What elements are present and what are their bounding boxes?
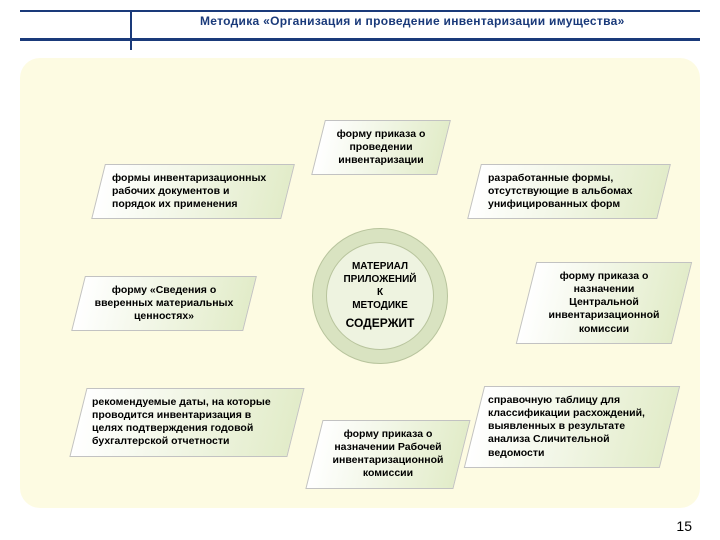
center-text: МЕТОДИКЕ [352, 299, 408, 312]
center-text: К [377, 286, 383, 299]
box-mid_right: форму приказа о назначении Центральной и… [526, 262, 682, 344]
header-line-bottom [20, 38, 700, 41]
box-text: форму приказа о назначении Центральной и… [526, 262, 682, 344]
box-text: формы инвентаризационных рабочих докумен… [98, 164, 288, 219]
header: Методика «Организация и проведение инвен… [0, 0, 720, 48]
box-bot_right: справочную таблицу для классификации рас… [474, 386, 670, 468]
page-number: 15 [676, 518, 692, 534]
center-text: МАТЕРИАЛ [352, 260, 408, 273]
box-text: справочную таблицу для классификации рас… [474, 386, 670, 468]
box-bot_left: рекомендуемые даты, на которые проводитс… [78, 388, 296, 457]
diagram-canvas: МАТЕРИАЛ ПРИЛОЖЕНИЙ К МЕТОДИКЕ СОДЕРЖИТ … [20, 58, 700, 508]
box-text: форму приказа о проведении инвентаризаци… [318, 120, 444, 175]
box-text: разработанные формы, отсутствующие в аль… [474, 164, 664, 219]
box-text: рекомендуемые даты, на которые проводитс… [78, 388, 296, 457]
center-circle-inner: МАТЕРИАЛ ПРИЛОЖЕНИЙ К МЕТОДИКЕ СОДЕРЖИТ [326, 242, 434, 350]
box-text: форму приказа о назначении Рабочей инвен… [314, 420, 462, 489]
header-vline [130, 10, 132, 50]
box-text: форму «Сведения о вверенных материальных… [78, 276, 250, 331]
box-mid_left: форму «Сведения о вверенных материальных… [78, 276, 250, 331]
center-burst: МАТЕРИАЛ ПРИЛОЖЕНИЙ К МЕТОДИКЕ СОДЕРЖИТ [290, 206, 470, 386]
box-top_right: разработанные формы, отсутствующие в аль… [474, 164, 664, 219]
center-text-main: СОДЕРЖИТ [346, 316, 415, 332]
page-title: Методика «Организация и проведение инвен… [200, 14, 625, 28]
box-top_left: формы инвентаризационных рабочих докумен… [98, 164, 288, 219]
box-top: форму приказа о проведении инвентаризаци… [318, 120, 444, 175]
center-text: ПРИЛОЖЕНИЙ [343, 273, 416, 286]
box-bottom: форму приказа о назначении Рабочей инвен… [314, 420, 462, 489]
header-line-top [20, 10, 700, 12]
